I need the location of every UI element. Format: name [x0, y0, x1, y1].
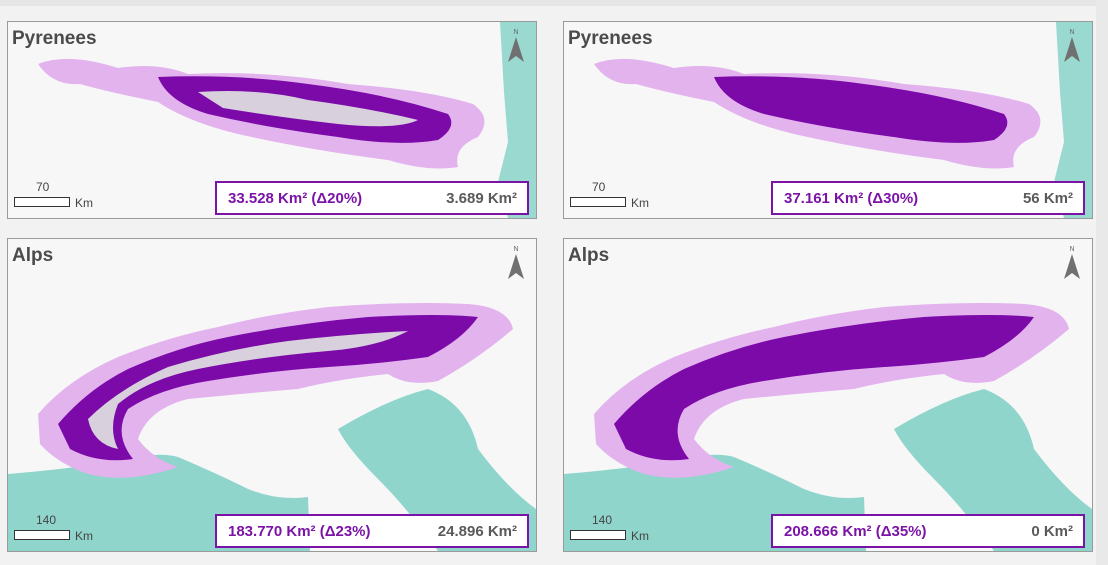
- scale-unit: Km: [75, 196, 93, 210]
- loss-value: 56 Km²: [1022, 189, 1073, 207]
- scale-bar: 70 Km: [570, 180, 670, 210]
- area-value: 33.528 Km² (Δ20%): [228, 189, 363, 207]
- north-label: N: [1069, 246, 1074, 253]
- map-title: Pyrenees: [12, 28, 97, 49]
- range-area: [614, 315, 1034, 461]
- map-panel-pyrenees-1: Pyrenees N 70 Km 33.528 Km² (Δ20%) 3.689…: [7, 21, 537, 219]
- map-alps-1: [8, 239, 536, 551]
- map-alps-2: [564, 239, 1092, 551]
- range-highlight: [198, 91, 418, 127]
- area-value: 183.770 Km² (Δ23%): [228, 522, 371, 540]
- scale-bar: 140 Km: [570, 513, 670, 543]
- map-panel-alps-2: Alps N 140 Km 208.666 Km² (Δ35%) 0 Km²: [563, 238, 1093, 552]
- loss-value: 3.689 Km²: [446, 189, 517, 207]
- scale-value: 70: [592, 180, 606, 194]
- scale-unit: Km: [631, 196, 649, 210]
- scale-line: [570, 530, 626, 540]
- top-edge: [0, 0, 1108, 6]
- scale-bar: 70 Km: [14, 180, 114, 210]
- scale-line: [14, 197, 70, 207]
- sea-area: [1054, 22, 1092, 218]
- north-arrow-icon: N: [1064, 246, 1080, 279]
- map-title: Pyrenees: [568, 28, 653, 49]
- scale-bar: 140 Km: [14, 513, 114, 543]
- scale-unit: Km: [631, 529, 649, 543]
- north-arrow-icon: N: [1064, 29, 1080, 62]
- area-value: 208.666 Km² (Δ35%): [784, 522, 927, 540]
- scale-value: 140: [36, 513, 57, 527]
- stats-box: 33.528 Km² (Δ20%) 3.689 Km²: [215, 181, 529, 215]
- stats-box: 37.161 Km² (Δ30%) 56 Km²: [771, 181, 1085, 215]
- scale-unit: Km: [75, 529, 93, 543]
- north-label: N: [1069, 29, 1074, 36]
- map-title: Alps: [568, 245, 610, 266]
- scale-value: 140: [592, 513, 613, 527]
- north-label: N: [513, 29, 518, 36]
- stats-box: 183.770 Km² (Δ23%) 24.896 Km²: [215, 514, 529, 548]
- map-panel-pyrenees-2: Pyrenees N 70 Km 37.161 Km² (Δ30%) 56 Km…: [563, 21, 1093, 219]
- loss-value: 0 Km²: [1031, 522, 1073, 540]
- map-panel-alps-1: Alps N 140 Km 183.770 Km² (Δ23%) 24.896 …: [7, 238, 537, 552]
- sea-area: [338, 389, 536, 551]
- stats-box: 208.666 Km² (Δ35%) 0 Km²: [771, 514, 1085, 548]
- range-area: [714, 76, 1008, 143]
- scrollbar-track[interactable]: [1096, 0, 1108, 565]
- scale-line: [14, 530, 70, 540]
- scale-line: [570, 197, 626, 207]
- north-arrow-icon: N: [508, 246, 524, 279]
- area-value: 37.161 Km² (Δ30%): [784, 189, 919, 207]
- scale-value: 70: [36, 180, 50, 194]
- north-arrow-icon: N: [508, 29, 524, 62]
- north-label: N: [513, 246, 518, 253]
- sea-area: [894, 389, 1092, 551]
- range-area: [58, 315, 478, 461]
- range-highlight: [88, 331, 408, 449]
- map-title: Alps: [12, 245, 54, 266]
- sea-area: [498, 22, 536, 218]
- loss-value: 24.896 Km²: [437, 522, 517, 540]
